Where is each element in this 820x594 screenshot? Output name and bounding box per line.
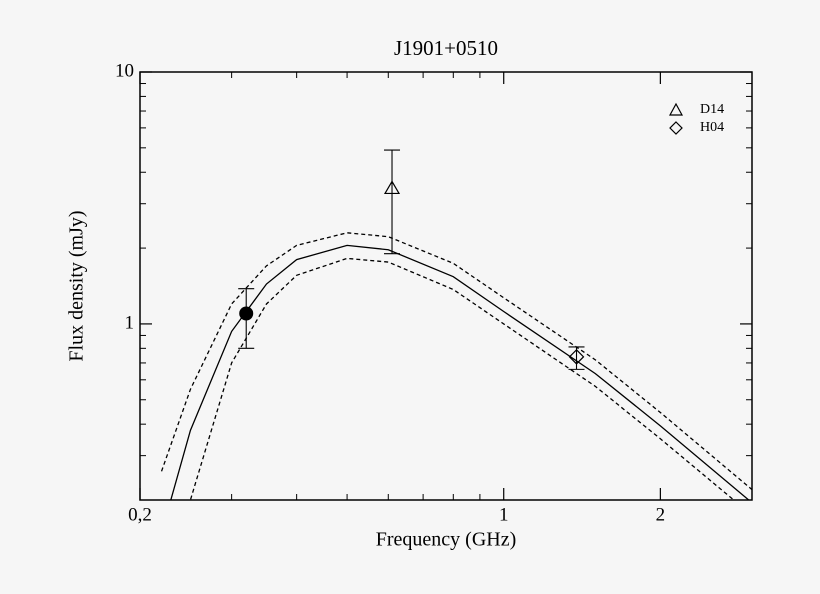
data-point: [239, 306, 254, 321]
data-point: [568, 349, 585, 365]
x-tick-label: 2: [656, 504, 666, 525]
legend-marker: [669, 121, 683, 135]
chart-title: J1901+0510: [394, 36, 498, 60]
data-point: [383, 180, 401, 195]
y-tick-label: 1: [125, 312, 135, 333]
plot-frame: [139, 71, 753, 501]
x-axis-label: Frequency (GHz): [376, 529, 517, 551]
x-tick-label: 1: [499, 504, 509, 525]
x-tick-label: 0,2: [128, 504, 152, 525]
model-curve: [189, 257, 735, 500]
model-curve: [170, 244, 750, 500]
legend-marker: [668, 102, 684, 116]
y-axis-label: Flux density (mJy): [66, 210, 88, 361]
legend-label: H04: [700, 120, 724, 135]
legend-label: D14: [700, 102, 724, 117]
y-tick-label: 10: [115, 60, 134, 81]
model-curve: [160, 232, 752, 491]
